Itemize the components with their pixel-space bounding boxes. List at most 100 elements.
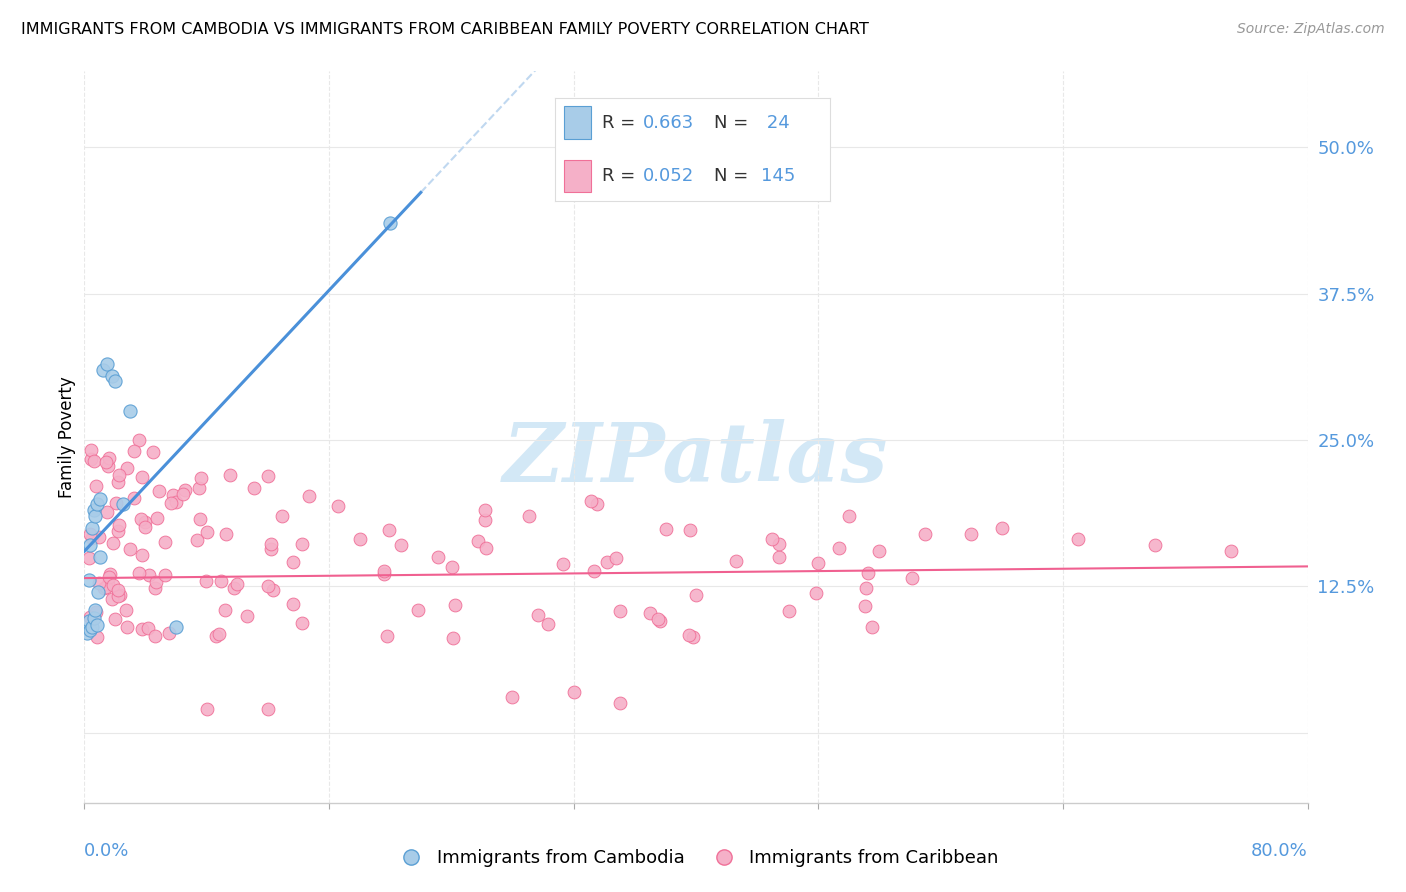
Point [115, 603, 138, 617]
Point [375, 629, 398, 643]
Point [860, 619, 883, 633]
Point [328, 500, 350, 514]
Point [153, 567, 176, 582]
Point [101, 368, 124, 383]
Point [83, 454, 105, 468]
Point [298, 489, 321, 503]
Text: 0.663: 0.663 [643, 114, 695, 132]
Point [87, 529, 110, 543]
Point [159, 496, 181, 510]
Point [609, 696, 631, 710]
Point [131, 549, 153, 563]
Point [378, 523, 401, 537]
Point [257, 469, 280, 483]
Point [768, 537, 790, 551]
Point [855, 581, 877, 595]
Point [685, 588, 707, 602]
Point [838, 509, 860, 524]
Point [474, 503, 496, 517]
Point [98, 570, 121, 584]
Point [98, 566, 121, 581]
Point [89, 491, 111, 506]
Point [86, 618, 108, 632]
Text: N =: N = [714, 114, 755, 132]
Point [856, 566, 879, 580]
Point [517, 508, 540, 523]
Point [960, 526, 983, 541]
Point [131, 622, 153, 636]
Point [236, 608, 259, 623]
Point [115, 461, 138, 475]
Text: Source: ZipAtlas.com: Source: ZipAtlas.com [1237, 22, 1385, 37]
Point [134, 515, 156, 529]
Point [262, 583, 284, 598]
Point [380, 217, 402, 231]
Point [806, 586, 828, 600]
Point [86, 605, 108, 619]
Point [143, 581, 166, 595]
Point [84, 478, 107, 492]
Point [122, 444, 145, 458]
Point [94, 455, 117, 469]
Point [107, 590, 129, 604]
Point [291, 615, 314, 630]
Legend: Immigrants from Cambodia, Immigrants from Caribbean: Immigrants from Cambodia, Immigrants fro… [387, 842, 1005, 874]
Point [441, 631, 464, 645]
Point [270, 509, 292, 524]
Point [143, 629, 166, 643]
Point [93, 581, 115, 595]
Point [1220, 544, 1243, 558]
Point [174, 483, 197, 497]
Point [373, 566, 395, 581]
Point [91, 363, 114, 377]
Point [441, 560, 464, 574]
Point [208, 627, 231, 641]
Point [226, 576, 249, 591]
Point [648, 615, 671, 629]
Text: R =: R = [602, 167, 641, 185]
Point [104, 496, 127, 510]
Point [131, 469, 153, 483]
Point [761, 533, 783, 547]
Point [1143, 538, 1166, 552]
Point [104, 375, 127, 389]
Point [537, 617, 560, 632]
Point [97, 459, 120, 474]
Text: 80.0%: 80.0% [1251, 842, 1308, 860]
Point [84, 509, 107, 524]
Point [214, 603, 236, 617]
Point [79, 609, 101, 624]
Point [725, 554, 748, 568]
Point [222, 581, 245, 595]
Point [186, 533, 208, 547]
Text: ZIPatlas: ZIPatlas [503, 419, 889, 499]
Point [128, 434, 150, 448]
Point [159, 626, 181, 640]
Point [443, 598, 465, 612]
Point [190, 512, 212, 526]
Point [579, 494, 602, 508]
Point [162, 488, 184, 502]
Point [108, 467, 131, 482]
Point [778, 604, 800, 618]
Point [209, 574, 232, 588]
Point [107, 524, 129, 538]
Point [79, 443, 101, 458]
Point [138, 568, 160, 582]
Point [678, 523, 700, 537]
Point [136, 621, 159, 635]
Point [97, 577, 120, 591]
Point [101, 536, 124, 550]
Point [807, 556, 830, 570]
Text: R =: R = [602, 114, 641, 132]
Point [77, 574, 100, 588]
Point [551, 557, 574, 571]
Point [96, 580, 118, 594]
Point [79, 538, 101, 552]
Point [678, 627, 700, 641]
Point [77, 551, 100, 566]
Point [291, 537, 314, 551]
Point [87, 585, 110, 599]
Point [82, 531, 104, 545]
Point [260, 541, 283, 556]
